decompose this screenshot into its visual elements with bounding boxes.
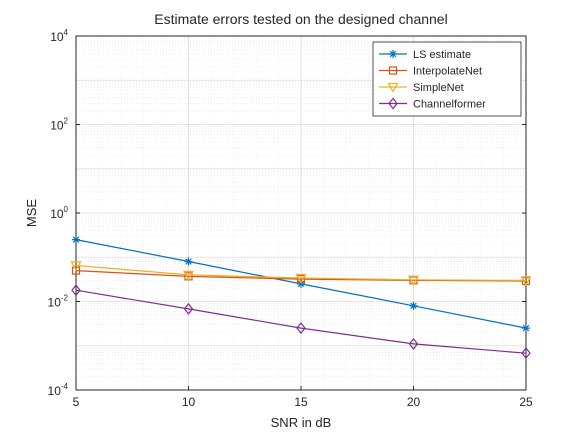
data-point <box>184 257 193 266</box>
legend-item: LS estimate <box>379 49 471 61</box>
data-point <box>182 270 195 281</box>
data-point <box>522 324 530 333</box>
x-tick-label: 25 <box>519 395 533 409</box>
marker-stroke <box>297 280 305 288</box>
legend-marker <box>388 66 398 75</box>
x-axis-label: SNR in dB <box>271 415 332 430</box>
y-tick-label: 102 <box>50 117 68 133</box>
series-line <box>75 270 527 282</box>
series-layer <box>70 235 532 360</box>
y-tick-label: 104 <box>50 28 68 44</box>
data-point <box>409 301 418 310</box>
x-tick-label: 15 <box>294 395 308 409</box>
major-grid <box>76 36 526 390</box>
marker-stroke <box>185 258 192 265</box>
chart-title: Estimate errors tested on the designed c… <box>154 11 447 27</box>
data-point <box>407 275 420 286</box>
series-0 <box>72 235 530 333</box>
legend-label: SimpleNet <box>413 82 464 94</box>
data-point <box>297 279 305 288</box>
legend: LS estimate InterpolateNet SimpleNet Channe… <box>372 41 522 117</box>
data-point <box>183 302 194 315</box>
data-point <box>295 273 307 284</box>
legend-item: InterpolateNet <box>379 66 482 78</box>
legend-item: SimpleNet <box>379 82 464 94</box>
marker-stroke <box>72 236 80 243</box>
y-tick-label: 10-2 <box>48 294 69 310</box>
series-line <box>75 264 527 281</box>
data-point <box>520 276 532 287</box>
legend-label: InterpolateNet <box>413 66 482 78</box>
data-point <box>70 261 82 272</box>
y-axis-ticks: 10-4 10-2 100 102 104 <box>48 28 526 398</box>
x-axis-ticks: 5 10 15 20 25 <box>73 386 533 409</box>
data-point <box>408 337 419 350</box>
y-axis-label: MSE <box>24 199 39 228</box>
marker-stroke <box>389 50 397 58</box>
data-point <box>71 266 81 275</box>
data-point <box>521 347 531 360</box>
marker-stroke <box>410 302 417 310</box>
legend-marker <box>389 50 397 58</box>
y-tick-label: 100 <box>50 205 68 221</box>
legend-marker <box>388 97 398 110</box>
x-tick-label: 10 <box>182 395 196 409</box>
marker-stroke <box>522 324 530 332</box>
y-tick-label: 10-4 <box>48 382 69 398</box>
legend-label: Channelformer <box>413 99 486 111</box>
series-3 <box>71 284 531 360</box>
data-point <box>296 322 306 335</box>
series-2 <box>70 261 532 287</box>
data-point <box>72 235 80 244</box>
data-point <box>71 284 81 297</box>
series-line <box>75 289 527 354</box>
legend-item: Channelformer <box>379 97 486 111</box>
x-tick-label: 20 <box>407 395 421 409</box>
legend-label: LS estimate <box>413 49 471 61</box>
legend-marker <box>387 82 399 93</box>
x-tick-label: 5 <box>73 395 80 409</box>
